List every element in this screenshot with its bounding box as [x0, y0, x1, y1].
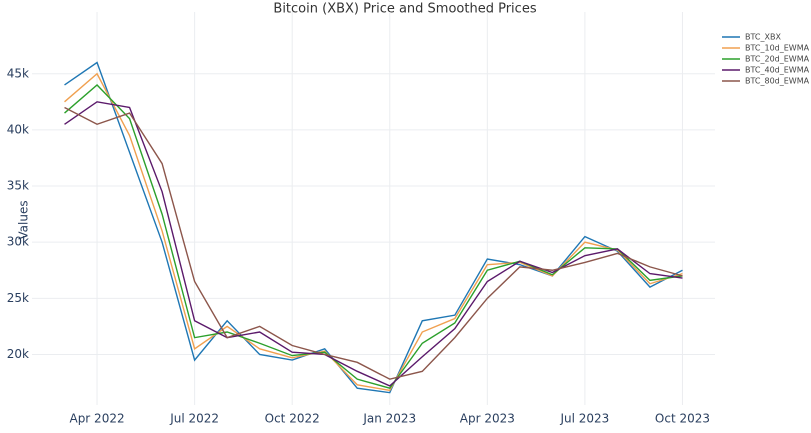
y-tick-label: 25k: [7, 291, 29, 305]
line: [64, 106, 683, 380]
legend-label: BTC_XBX: [745, 33, 781, 42]
x-tick-label: Jan 2023: [362, 412, 416, 426]
legend-label: BTC_10d_EWMA: [745, 44, 810, 53]
x-tick-label: Jul 2022: [169, 412, 219, 426]
line: [64, 61, 683, 394]
x-tick-label: Apr 2023: [460, 412, 515, 426]
x-tick-label: Apr 2022: [69, 412, 124, 426]
line: [64, 84, 683, 389]
line: [64, 72, 683, 392]
y-tick-label: 20k: [7, 347, 29, 361]
x-tick-label: Oct 2022: [265, 412, 320, 426]
y-tick-label: 30k: [7, 235, 29, 249]
line: [64, 101, 683, 387]
y-tick-label: 45k: [7, 66, 29, 80]
legend-label: BTC_20d_EWMA: [745, 55, 810, 64]
chart-title: Bitcoin (XBX) Price and Smoothed Prices: [273, 2, 536, 17]
legend-label: BTC_80d_EWMA: [745, 77, 810, 86]
y-tick-label: 40k: [7, 122, 29, 136]
y-axis-label: Values: [17, 200, 31, 239]
x-tick-label: Jul 2023: [559, 412, 609, 426]
x-tick-label: Oct 2023: [655, 412, 710, 426]
y-tick-label: 35k: [7, 179, 29, 193]
legend-label: BTC_40d_EWMA: [745, 66, 810, 75]
